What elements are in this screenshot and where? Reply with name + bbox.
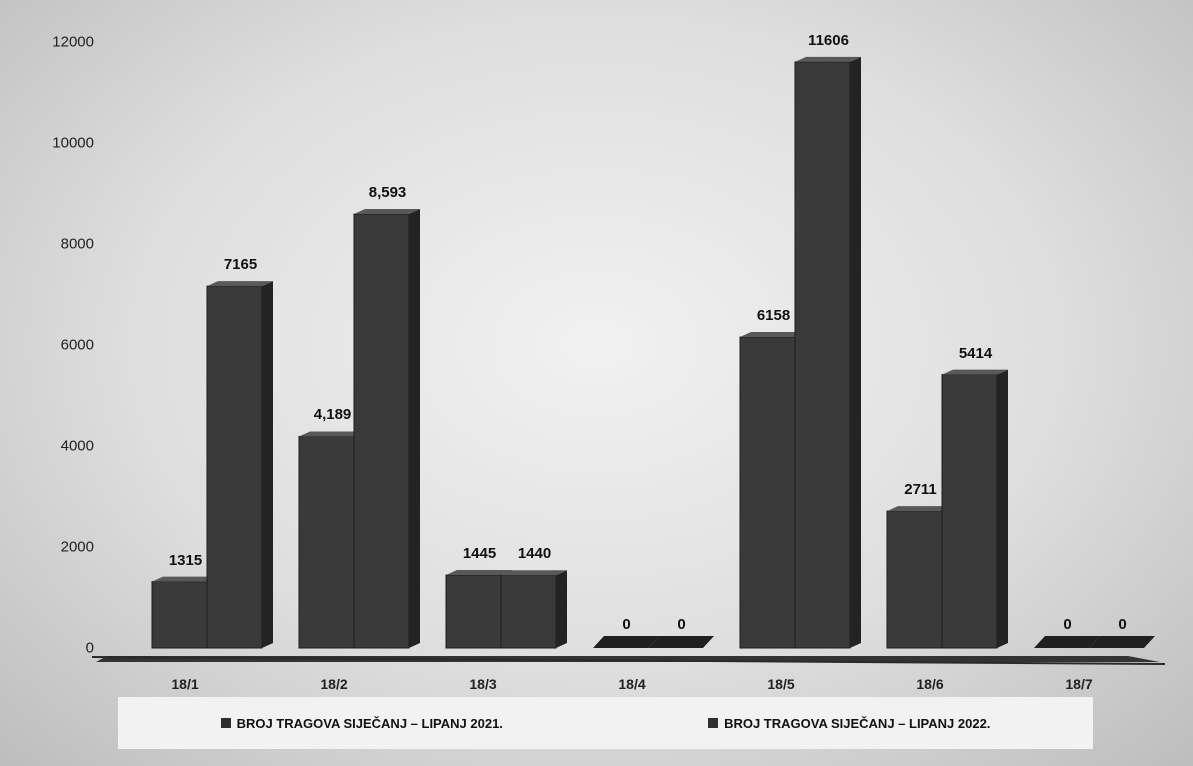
legend-swatch-series-2 [708,718,719,728]
legend-label-series-2: BROJ TRAGOVA SIJEČANJ – LIPANJ 2022. [724,715,991,731]
chart-legend: BROJ TRAGOVA SIJEČANJ – LIPANJ 2021. BRO… [118,697,1093,749]
bar-18-4-series-2 [648,636,714,648]
x-tick-label: 18/4 [618,676,646,692]
bar-top [887,506,953,512]
bar-side [262,281,273,648]
bar-side [556,570,567,648]
legend-item-series-1: BROJ TRAGOVA SIJEČANJ – LIPANJ 2021. [220,715,503,731]
x-tick-label: 18/6 [916,676,944,692]
bar-face [739,336,796,649]
bar-top [354,209,420,215]
legend-item-series-2: BROJ TRAGOVA SIJEČANJ – LIPANJ 2022. [708,716,990,731]
data-label: 1445 [462,545,497,563]
bar-side [850,56,861,649]
bar-top [207,281,273,287]
bar-face [445,574,502,649]
data-label: 4,189 [313,406,352,424]
data-label: 0 [622,616,631,633]
x-tick-label: 18/2 [320,676,348,692]
y-tick-label: 0 [85,639,94,657]
x-tick-label: 18/5 [767,676,795,692]
bar-18-7-series-2 [1089,636,1155,648]
bar-face [206,285,263,649]
bar-18-6-series-2 [941,369,1008,649]
y-tick-label: 10000 [52,134,94,152]
bar-18-5-series-2 [794,56,861,649]
y-tick-label: 6000 [60,336,94,354]
data-label: 8,593 [368,184,407,202]
bar-top [446,570,512,576]
x-tick-label: 18/3 [469,676,497,692]
bar-face [500,574,557,649]
data-label: 0 [1118,616,1127,633]
data-label: 6158 [756,307,791,325]
data-label: 1315 [168,551,203,569]
bar-top [299,431,365,437]
x-axis-line [91,656,1166,665]
bar-18-7-series-1 [1034,636,1100,648]
bar-face [151,581,208,649]
data-label: 0 [677,616,686,633]
chart-floor [96,656,1160,662]
bar-18-1-series-2 [206,281,273,649]
bar-face [941,374,998,649]
y-tick-label: 2000 [60,538,94,556]
bar-zero-slab [593,636,659,648]
data-label: 5414 [958,344,993,362]
legend-label-series-1: BROJ TRAGOVA SIJEČANJ – LIPANJ 2021. [236,715,503,731]
bar-18-4-series-1 [593,636,659,648]
bar-face [298,435,355,649]
data-label: 1440 [517,545,552,563]
bar-face [886,510,943,649]
x-tick-label: 18/7 [1065,676,1093,692]
bar-zero-slab [648,636,714,648]
bar-top [942,369,1008,375]
bar-top [795,56,861,62]
bar-zero-slab [1034,636,1100,648]
bar-18-2-series-2 [353,209,420,649]
legend-swatch-series-1 [220,718,231,728]
y-tick-label: 4000 [60,437,94,455]
y-tick-label: 12000 [52,33,94,51]
data-label: 7165 [223,256,258,274]
bar-top [740,332,806,338]
bar-side [997,369,1008,648]
bar-face [353,213,410,649]
data-label: 0 [1063,616,1072,633]
bar-side [409,209,420,648]
bar-top [501,570,567,576]
bar-top [152,576,218,582]
y-tick-label: 8000 [60,235,94,253]
data-label: 2711 [904,481,937,499]
bar-18-3-series-2 [500,570,567,649]
bar-face [794,61,851,649]
bar-zero-slab [1089,636,1155,648]
x-tick-label: 18/1 [171,676,199,692]
data-label: 11606 [808,31,849,49]
